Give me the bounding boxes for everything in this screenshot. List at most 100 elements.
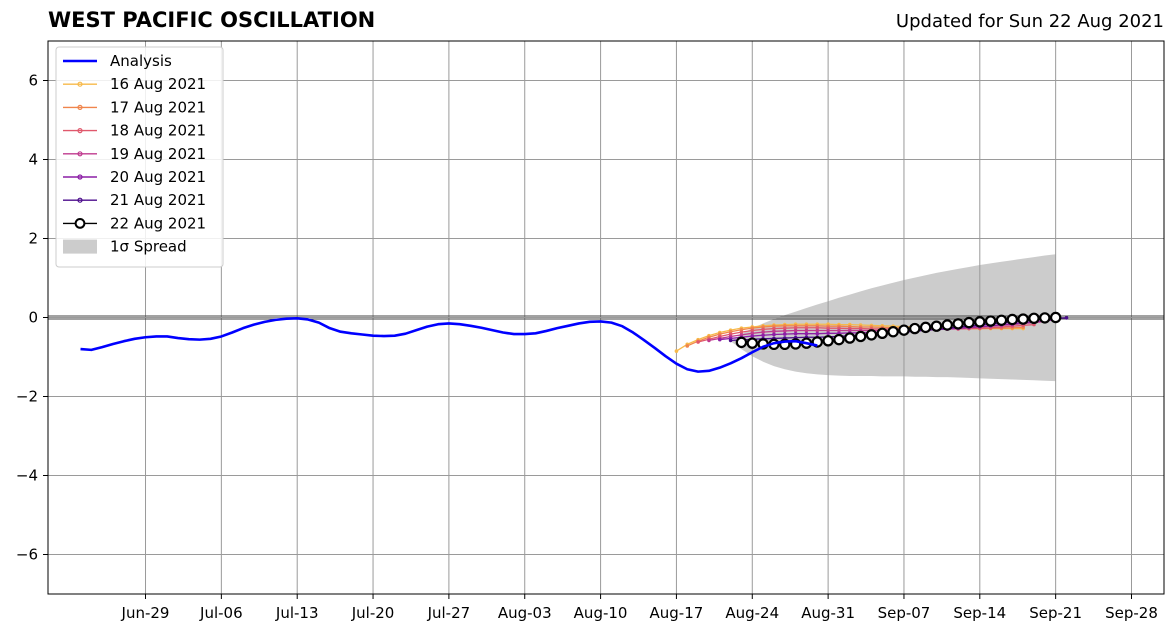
forecast-point [1017, 313, 1029, 325]
forecast-point [772, 329, 776, 334]
forecast-point [761, 333, 765, 338]
x-tick-label: Aug-03 [498, 604, 552, 622]
y-tick-label: 4 [28, 151, 38, 169]
x-tick-label: Jul-06 [199, 604, 243, 622]
y-tick-label: −6 [16, 546, 38, 564]
x-tick-label: Aug-17 [650, 604, 704, 622]
forecast-point [782, 329, 787, 333]
forecast-point [822, 335, 834, 347]
forecast-point [844, 332, 856, 344]
x-tick-label: Jul-20 [351, 604, 395, 622]
forecast-point [941, 319, 954, 331]
forecast-point [1006, 313, 1019, 326]
y-tick-label: 0 [28, 309, 38, 327]
forecast-point [930, 320, 943, 332]
legend: Analysis 16 Aug 2021 17 Aug 2021 18 Aug 202… [55, 46, 224, 268]
forecast-point [984, 315, 997, 327]
forecast-point [728, 338, 733, 343]
forecast-point [782, 332, 787, 336]
x-tick-label: Aug-31 [801, 604, 855, 622]
y-tick-label: 2 [28, 230, 38, 248]
x-tick-label: Jul-13 [275, 604, 319, 622]
y-tick-label: −2 [16, 388, 38, 406]
forecast-point [772, 332, 776, 337]
legend-marker [77, 81, 83, 87]
forecast-point [909, 322, 921, 335]
forecast-point [919, 321, 932, 334]
chart-title: WEST PACIFIC OSCILLATION [48, 8, 376, 32]
forecast-point [854, 330, 867, 343]
forecast-point [837, 328, 841, 333]
forecast-point [1064, 316, 1069, 320]
y-tick-label: 6 [28, 72, 38, 90]
x-tick-label: Aug-24 [725, 604, 779, 622]
legend-marker [74, 218, 86, 229]
axes-layer: Jun-29 Jul-06 Jul-13 Jul-20 Jul-27 Aug-03 Aug-… [16, 40, 1165, 622]
forecast-point [685, 344, 690, 348]
forecast-point [876, 327, 888, 339]
forecast-point [826, 331, 830, 336]
forecast-point [750, 334, 755, 338]
forecast-point [833, 333, 845, 346]
y-tick-label: −4 [16, 467, 38, 485]
legend-label: 1σ Spread [110, 238, 187, 256]
forecast-point [761, 330, 765, 334]
updated-label: Updated for Sun 22 Aug 2021 [895, 11, 1164, 32]
legend-label: 18 Aug 2021 [110, 122, 206, 140]
legend-marker [77, 151, 83, 157]
forecast-point [735, 336, 748, 349]
forecast-point [1028, 312, 1040, 324]
forecast-point [1039, 312, 1051, 324]
forecast-point [793, 328, 798, 333]
forecast-point [707, 338, 711, 343]
x-tick-label: Sep-28 [1105, 604, 1158, 622]
legend-swatch [63, 239, 97, 254]
forecast-point [717, 337, 722, 342]
forecast-point [865, 329, 878, 341]
forecast-point [793, 331, 798, 336]
forecast-point [815, 331, 820, 336]
forecast-point [995, 314, 1008, 326]
forecast-point [750, 331, 755, 336]
legend-label: 19 Aug 2021 [110, 145, 206, 163]
forecast-point [1049, 311, 1062, 324]
x-tick-label: Jul-27 [427, 604, 471, 622]
legend-marker [77, 128, 83, 134]
forecast-point [746, 337, 758, 349]
legend-label: 21 Aug 2021 [110, 191, 206, 209]
forecast-point [696, 340, 700, 344]
legend-marker [77, 104, 83, 111]
forecast-line [697, 323, 1035, 343]
x-tick-label: Sep-14 [953, 604, 1006, 622]
forecast-point [804, 331, 809, 336]
x-tick-label: Aug-10 [574, 604, 628, 622]
forecast-point [952, 318, 964, 330]
forecast-point [761, 327, 765, 332]
forecast-point [772, 326, 776, 331]
forecast-point [793, 325, 798, 330]
forecast-point [750, 328, 755, 333]
forecast-point [815, 328, 820, 333]
analysis-line [80, 316, 818, 373]
forecast-point [782, 326, 787, 330]
forecast-point [898, 324, 910, 336]
x-tick-label: Sep-21 [1029, 604, 1082, 622]
forecast-point [963, 316, 975, 329]
x-tick-label: Sep-07 [878, 604, 931, 622]
forecast-point [815, 325, 820, 330]
series-layer [80, 311, 1069, 373]
legend-box [55, 46, 224, 268]
forecast-point [826, 328, 830, 333]
legend-label: Analysis [110, 52, 172, 70]
forecast-point [739, 330, 744, 334]
forecast-point [674, 349, 679, 353]
forecast-point [804, 325, 809, 330]
forecast-point [887, 326, 899, 338]
x-tick-label: Jun-29 [121, 604, 170, 622]
legend-label: 17 Aug 2021 [110, 98, 206, 116]
legend-label: 20 Aug 2021 [110, 168, 206, 186]
legend-label: 22 Aug 2021 [110, 214, 206, 232]
legend-label: 16 Aug 2021 [110, 75, 206, 93]
legend-marker [77, 197, 83, 203]
